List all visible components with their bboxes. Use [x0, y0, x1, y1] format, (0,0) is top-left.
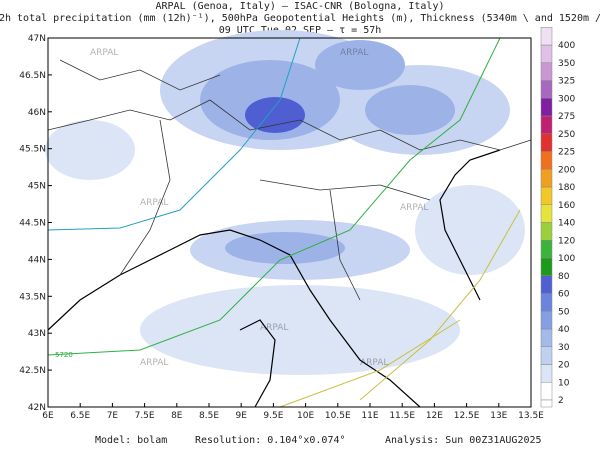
watermark: ARPAL	[260, 323, 288, 333]
contour-label: 5720	[55, 351, 73, 359]
valid-time: 09 UTC Tue 02 SEP – τ = 57h	[219, 25, 382, 36]
colorbar-label: 100	[558, 254, 575, 264]
x-tick-label: 6.5E	[70, 411, 90, 421]
footer-model: Model: bolam	[95, 435, 167, 446]
colorbar-label: 50	[558, 307, 570, 317]
colorbar-box	[540, 257, 553, 276]
watermark: ARPAL	[340, 48, 368, 58]
x-tick-label: 7.5E	[135, 411, 155, 421]
y-tick-label: 44.5N	[19, 219, 46, 229]
y-tick-label: 46.5N	[19, 71, 46, 81]
y-tick-label: 47N	[28, 34, 46, 44]
colorbar-label: 80	[558, 272, 570, 282]
colorbar-box	[540, 151, 553, 170]
colorbar-label: 325	[558, 77, 575, 87]
colorbar-label: 200	[558, 165, 575, 175]
colorbar-box	[540, 133, 553, 152]
colorbar-label: 2	[558, 396, 564, 406]
watermark: ARPAL	[140, 198, 168, 208]
x-tick-label: 12.5E	[454, 411, 480, 421]
watermark: ARPAL	[90, 48, 118, 58]
colorbar-box	[540, 44, 553, 63]
footer-resolution: Resolution: 0.104°x0.074°	[195, 435, 346, 446]
colorbar-box	[540, 275, 553, 294]
x-tick-label: 6E	[42, 411, 54, 421]
colorbar-box	[540, 346, 553, 365]
colorbar-box	[540, 399, 553, 408]
x-tick-label: 11.5E	[389, 411, 415, 421]
x-tick-label: 13.5E	[518, 411, 544, 421]
colorbar-label: 180	[558, 183, 575, 193]
colorbar-box	[540, 328, 553, 347]
colorbar-box	[540, 27, 553, 46]
colorbar-label: 10	[558, 378, 570, 388]
x-tick-label: 7E	[107, 411, 119, 421]
watermark: ARPAL	[400, 203, 428, 213]
x-tick-label: 12E	[426, 411, 443, 421]
x-tick-label: 8E	[171, 411, 183, 421]
map: 5720 ARPAL ARPAL ARPAL ARPAL ARPAL ARPAL…	[45, 30, 532, 408]
colorbar-label: 140	[558, 219, 575, 229]
colorbar-label: 20	[558, 361, 570, 371]
colorbar-label: 300	[558, 94, 575, 104]
x-tick-label: 8.5E	[199, 411, 219, 421]
colorbar-box	[540, 382, 553, 401]
colorbar-label: 400	[558, 41, 575, 51]
colorbar-box	[540, 186, 553, 205]
x-tick-label: 9E	[235, 411, 247, 421]
colorbar-box	[540, 240, 553, 259]
y-tick-label: 44N	[28, 255, 46, 265]
contours	[47, 37, 521, 408]
colorbar-label: 60	[558, 290, 570, 300]
y-tick-label: 46N	[28, 108, 46, 118]
colorbar-box	[540, 80, 553, 99]
colorbar-box	[540, 222, 553, 241]
title: ARPAL (Genoa, Italy) – ISAC-CNR (Bologna…	[156, 1, 445, 12]
colorbar-label: 40	[558, 325, 570, 335]
x-tick-label: 13E	[490, 411, 507, 421]
colorbar-box	[540, 62, 553, 81]
colorbar-box	[540, 293, 553, 312]
colorbar-box	[540, 115, 553, 134]
x-tick-label: 10.5E	[325, 411, 351, 421]
borders	[47, 59, 532, 301]
y-tick-label: 45N	[28, 182, 46, 192]
colorbar-label: 225	[558, 148, 575, 158]
colorbar-label: 30	[558, 343, 570, 353]
y-tick-label: 42N	[28, 403, 46, 413]
colorbar-box	[540, 364, 553, 383]
colorbar-box	[540, 204, 553, 223]
y-tick-label: 43.5N	[19, 292, 46, 302]
footer-analysis: Analysis: Sun 00Z31AUG2025	[385, 435, 542, 446]
watermarks: ARPAL ARPAL ARPAL ARPAL ARPAL ARPAL ARPA…	[90, 48, 428, 368]
x-tick-label: 11E	[361, 411, 378, 421]
x-tick-label: 9.5E	[263, 411, 283, 421]
colorbar-label: 120	[558, 236, 575, 246]
watermark: ARPAL	[140, 358, 168, 368]
y-tick-label: 45.5N	[19, 145, 46, 155]
y-tick-label: 43N	[28, 329, 46, 339]
colorbar-label: 275	[558, 112, 575, 122]
colorbar-label: 350	[558, 59, 575, 69]
colorbar-box	[540, 98, 553, 117]
x-tick-label: 10E	[297, 411, 314, 421]
colorbar-label: 160	[558, 201, 575, 211]
subtitle: 12h total precipitation (mm (12h)⁻¹), 50…	[0, 13, 600, 24]
watermark: ARPAL	[360, 358, 388, 368]
colorbar-label: 250	[558, 130, 575, 140]
colorbar-box	[540, 311, 553, 330]
y-tick-label: 42.5N	[19, 366, 46, 376]
colorbar-box	[540, 169, 553, 188]
colorbar: 2 10 20 30 40 50 60 80 100 120 140 160 180 200 225 250 2…	[540, 27, 575, 408]
